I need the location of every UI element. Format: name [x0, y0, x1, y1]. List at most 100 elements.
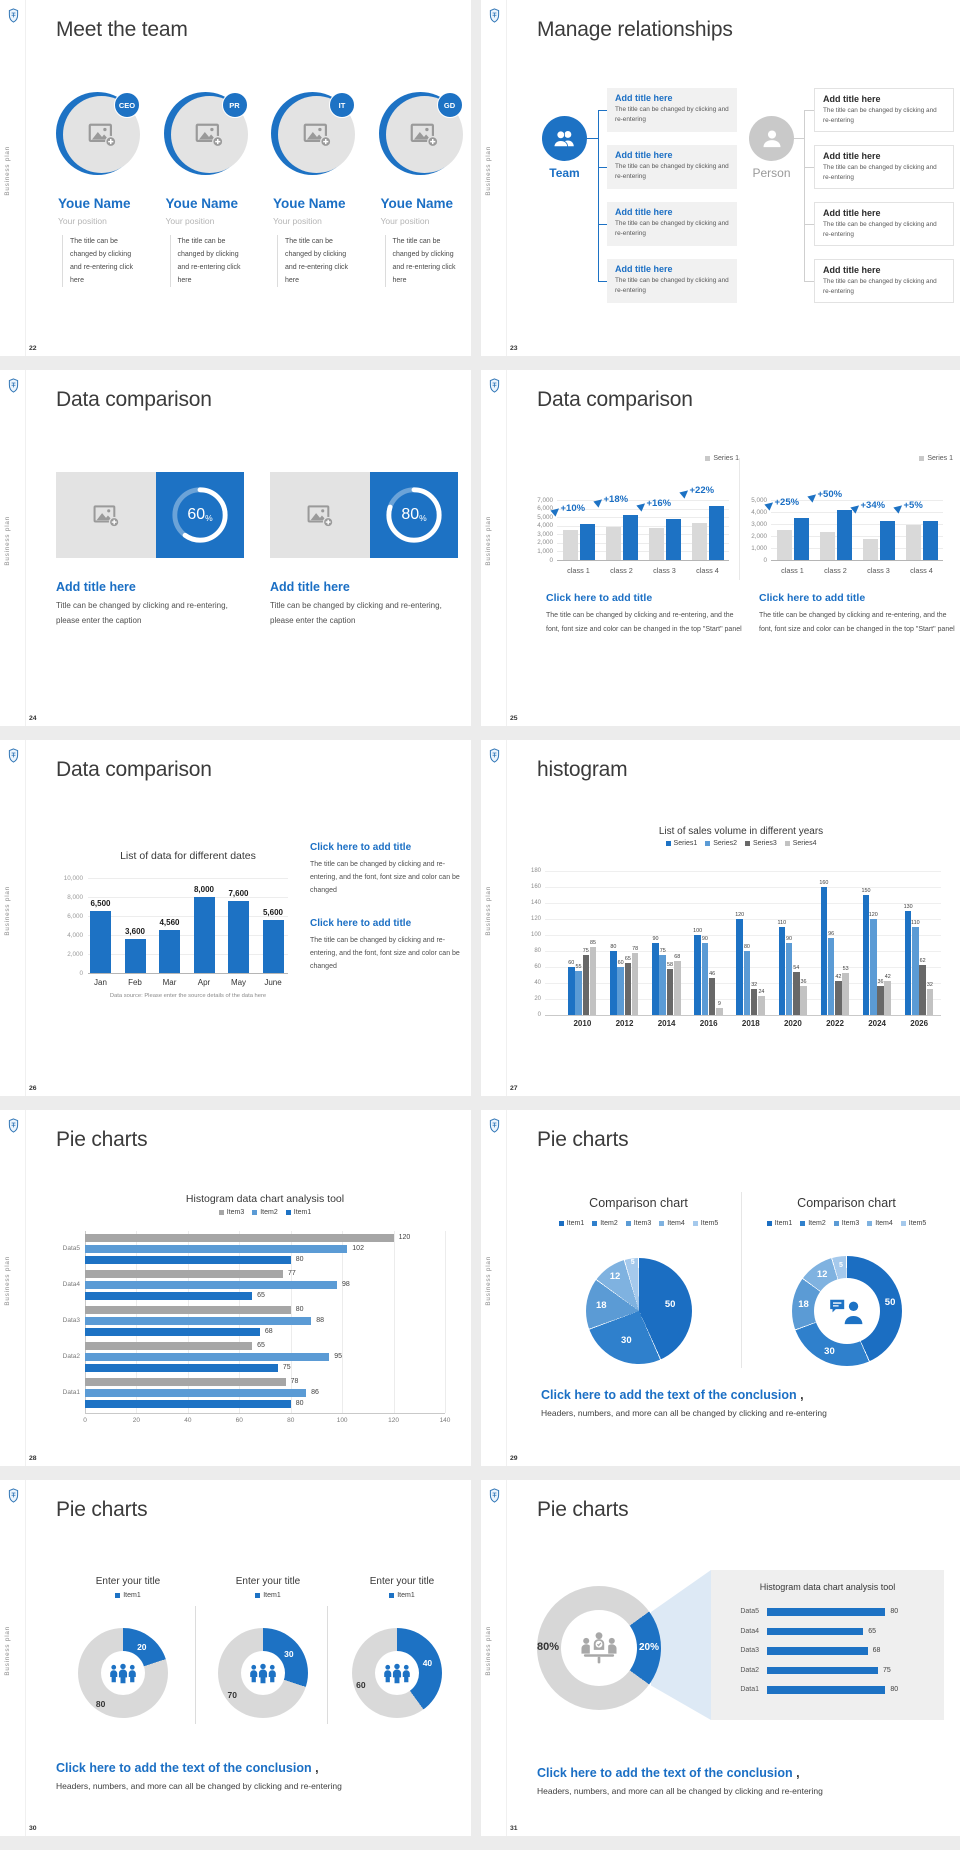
slide-30-thumbnail[interactable]: Business plan 30 Pie charts Enter your t… — [0, 1480, 471, 1836]
pie-slice-label: 30 — [621, 1334, 632, 1346]
bar-value-label: 120 — [735, 912, 745, 918]
pie-slice-label: 20% — [638, 1642, 659, 1653]
team-member: GD Youe Name Your position The title can be… — [378, 92, 472, 307]
y-tick-label: 60 — [534, 963, 541, 970]
donut-chart: 20% 80% — [537, 1586, 661, 1710]
legend-label: Series4 — [792, 840, 817, 847]
bar — [666, 968, 674, 1015]
slide-23-thumbnail[interactable]: Business plan 23 Manage relationships Te… — [481, 0, 960, 356]
bar — [877, 986, 884, 1015]
bar — [85, 1389, 307, 1397]
bar-value-label: 58 — [667, 961, 673, 968]
relation-card-body: The title can be changed by clicking and… — [823, 107, 937, 124]
legend-label: Item5 — [908, 1220, 927, 1227]
slide-29-thumbnail[interactable]: Business plan 29 Pie charts Comparison c… — [481, 1110, 960, 1466]
person-chat-icon — [828, 1297, 866, 1325]
team-label: Team — [549, 166, 580, 180]
member-badge: PR — [221, 92, 248, 118]
x-tick-label: class 2 — [610, 566, 633, 575]
bar-current — [708, 506, 724, 560]
x-tick-label: class 2 — [824, 566, 847, 575]
legend-label: Item1 — [774, 1220, 793, 1227]
team-icon — [551, 125, 578, 152]
relation-card-title: Add title here — [823, 265, 881, 275]
growth-value: +18% — [603, 493, 629, 505]
chart-legend: Item1 — [357, 1592, 447, 1599]
bar-value-label: 95 — [334, 1353, 343, 1360]
sidebar-divider — [506, 1110, 507, 1466]
legend-swatch — [558, 1221, 564, 1226]
gridline — [557, 560, 729, 561]
bar-value-label: 60 — [568, 960, 575, 966]
bar — [919, 965, 926, 1015]
slide-22-thumbnail[interactable]: Business plan 22 Meet the team CEO Youe N… — [0, 0, 471, 356]
legend-label: Item3 — [226, 1209, 245, 1216]
legend-item: Series1 — [665, 840, 697, 847]
grouped-bar-chart: Series 1 7,000 6,000 5,000 4,000 3,000 2,000 1,… — [529, 455, 741, 587]
bar — [694, 935, 701, 1015]
legend-label: Item2 — [808, 1220, 826, 1227]
callout-panel: Histogram data chart analysis tool Data5 8… — [711, 1570, 944, 1720]
image-placeholder-icon — [92, 503, 120, 528]
bar — [659, 955, 667, 1015]
legend-item: Item4 — [867, 1220, 893, 1227]
member-badge: IT — [329, 92, 355, 118]
page-number: 22 — [29, 345, 37, 352]
bar-value-label: 80 — [890, 1608, 899, 1615]
conclusion: Click here to add the text of the conclu… — [537, 1766, 823, 1796]
bar-value-label: 110 — [911, 920, 920, 926]
image-placeholder-icon — [306, 503, 334, 528]
slide-26-thumbnail[interactable]: Business plan 26 Data comparison List of… — [0, 740, 471, 1096]
slide-31-thumbnail[interactable]: Business plan 31 Pie charts 20% 80% Histog… — [481, 1480, 960, 1836]
legend-swatch — [625, 1221, 631, 1226]
x-tick-label: Feb — [128, 978, 142, 987]
y-tick-label: 0 — [549, 556, 553, 564]
people-group-icon — [108, 1662, 138, 1684]
bar — [85, 1281, 337, 1289]
bar — [862, 895, 870, 1015]
legend-swatch — [218, 1210, 224, 1215]
slide-24-thumbnail[interactable]: Business plan 24 Data comparison 60% Add … — [0, 370, 471, 726]
bar — [743, 951, 751, 1015]
image-placeholder-icon — [302, 121, 332, 148]
bar-current — [665, 518, 681, 560]
slide-title: Data comparison — [56, 388, 212, 411]
bar-value-label: 65 — [257, 1342, 265, 1349]
legend-swatch — [745, 841, 750, 846]
sidebar-divider — [506, 740, 507, 1096]
chart-legend: Series1 Series2 Series3 Series4 — [541, 840, 941, 847]
member-avatar: PR — [163, 92, 252, 180]
bar-value-label: 150 — [861, 888, 871, 894]
relation-card: Add title here The title can be changed b… — [607, 202, 737, 246]
y-tick-label: 5,000 — [751, 496, 767, 504]
block-body: The title can be changed by clicking and… — [759, 612, 955, 633]
legend-item: Item1 — [255, 1592, 281, 1599]
x-tick-label: 20 — [132, 1417, 141, 1424]
bar-value-label: 90 — [652, 936, 659, 942]
legend-item: Item1 — [285, 1209, 311, 1216]
y-tick-label: 4,000 — [751, 508, 767, 516]
donut-hole — [101, 1651, 145, 1695]
x-tick-label: 2020 — [783, 1019, 802, 1028]
donut-chart: 40 60 — [352, 1628, 442, 1718]
member-avatar: CEO — [56, 92, 144, 180]
gridline — [557, 500, 729, 501]
gridline — [545, 919, 941, 920]
legend-swatch — [766, 1221, 772, 1226]
slide-27-thumbnail[interactable]: Business plan 27 histogram List of sales… — [481, 740, 960, 1096]
chart-title: List of data for different dates — [120, 850, 256, 862]
slide-28-thumbnail[interactable]: Business plan 28 Pie charts Histogram da… — [0, 1110, 471, 1466]
bar-value-label: 96 — [828, 931, 835, 938]
gridline — [88, 935, 288, 936]
slide-25-thumbnail[interactable]: Business plan 25 Data comparison Series … — [481, 370, 960, 726]
legend-item: Item5 — [692, 1220, 718, 1227]
pie-slice-label: 40 — [422, 1658, 433, 1669]
bar — [820, 887, 828, 1015]
bar-previous — [691, 523, 707, 560]
bar — [85, 1364, 278, 1372]
bar — [582, 955, 590, 1015]
growth-label: +5% — [892, 500, 923, 514]
block-title: Click here to add title — [546, 592, 653, 604]
bar-previous — [648, 528, 664, 560]
legend-item: Item1 — [766, 1220, 793, 1227]
